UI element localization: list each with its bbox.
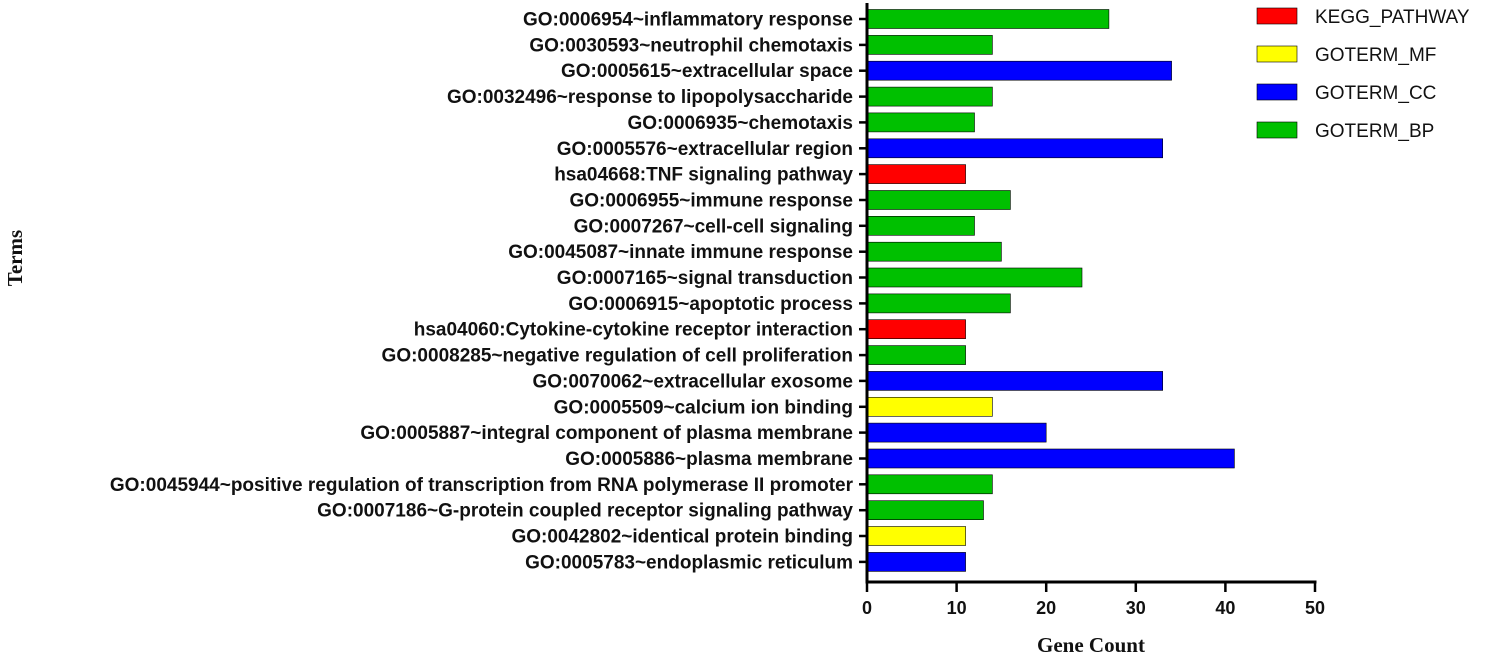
term-label: hsa04668:TNF signaling pathway — [554, 165, 853, 186]
term-label: GO:0007165~signal transduction — [557, 268, 853, 289]
bar-goterm-cc — [866, 552, 966, 572]
term-label: GO:0032496~response to lipopolysaccharid… — [447, 87, 853, 108]
bar-goterm-cc — [866, 448, 1235, 469]
x-tick-label: 10 — [947, 598, 967, 618]
bar-goterm-cc — [866, 422, 1047, 443]
bar-goterm-bp — [866, 293, 1011, 314]
term-label: GO:0008285~negative regulation of cell p… — [382, 346, 853, 367]
bar-goterm-bp — [866, 345, 966, 365]
bar-kegg-pathway — [866, 319, 966, 340]
legend-label: KEGG_PATHWAY — [1315, 7, 1470, 28]
legend-swatch — [1256, 121, 1298, 139]
bar-goterm-bp — [866, 500, 984, 521]
axes-layer: 0 10 20 30 40 50 — [859, 3, 1325, 618]
term-label: GO:0005615~extracellular space — [561, 61, 853, 82]
term-label: GO:0030593~neutrophil chemotaxis — [529, 35, 853, 56]
legend-label: GOTERM_MF — [1315, 45, 1436, 66]
term-label: GO:0007186~G-protein coupled receptor si… — [317, 501, 853, 522]
term-label: GO:0006954~inflammatory response — [523, 10, 853, 31]
bar-goterm-bp — [866, 9, 1110, 29]
term-label: GO:0005886~plasma membrane — [565, 449, 853, 470]
bar-goterm-cc — [866, 371, 1164, 391]
term-label: GO:0005887~integral component of plasma … — [360, 423, 853, 444]
legend-label: GOTERM_CC — [1315, 83, 1436, 104]
bar-goterm-bp — [866, 474, 993, 495]
term-label: GO:0006915~apoptotic process — [568, 294, 853, 315]
x-tick-label: 50 — [1305, 598, 1325, 618]
bar-goterm-bp — [866, 241, 1002, 262]
bar-goterm-bp — [866, 216, 975, 236]
legend-label: GOTERM_BP — [1315, 121, 1434, 142]
term-label: GO:0005509~calcium ion binding — [554, 397, 853, 418]
bar-goterm-cc — [866, 60, 1172, 81]
y-axis-title: Terms — [3, 230, 27, 286]
term-label: GO:0005783~endoplasmic reticulum — [525, 552, 853, 573]
bars-layer — [866, 9, 1235, 572]
legend-swatch — [1256, 83, 1298, 101]
x-tick-label: 40 — [1215, 598, 1235, 618]
bar-goterm-bp — [866, 86, 993, 107]
legend-swatch — [1256, 45, 1298, 63]
x-tick-label: 30 — [1126, 598, 1146, 618]
bar-goterm-cc — [866, 138, 1164, 159]
x-tick-label: 0 — [862, 598, 872, 618]
term-label: GO:0045087~innate immune response — [508, 242, 853, 263]
bar-kegg-pathway — [866, 164, 966, 184]
x-tick-label: 20 — [1036, 598, 1056, 618]
legend-swatch — [1256, 7, 1298, 25]
legend: KEGG_PATHWAY GOTERM_MF GOTERM_CC GOTERM_BP — [1256, 7, 1470, 142]
bar-goterm-bp — [866, 267, 1083, 288]
term-label: hsa04060:Cytokine-cytokine receptor inte… — [414, 320, 853, 341]
bar-goterm-bp — [866, 112, 975, 133]
term-label: GO:0006935~chemotaxis — [628, 113, 854, 134]
term-label: GO:0042802~identical protein binding — [511, 527, 853, 548]
term-label: GO:0007267~cell-cell signaling — [574, 216, 853, 237]
term-label: GO:0006955~immune response — [569, 191, 853, 212]
term-label: GO:0070062~extracellular exosome — [532, 371, 853, 392]
term-label: GO:0005576~extracellular region — [557, 139, 853, 160]
bar-goterm-bp — [866, 35, 993, 55]
bar-goterm-bp — [866, 190, 1011, 210]
term-label: GO:0045944~positive regulation of transc… — [110, 475, 854, 496]
bar-goterm-mf — [866, 396, 993, 417]
bar-goterm-mf — [866, 526, 966, 546]
term-labels-layer: GO:0006954~inflammatory response GO:00305… — [110, 10, 854, 574]
x-axis-title: Gene Count — [1037, 633, 1145, 657]
